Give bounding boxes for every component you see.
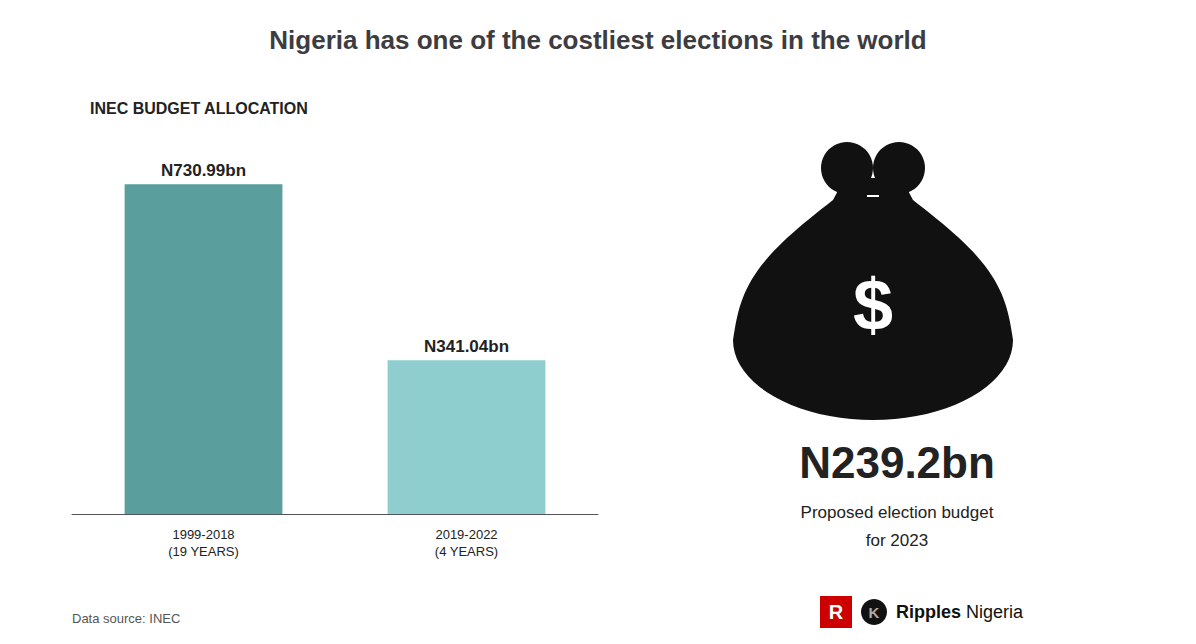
svg-text:INEC BUDGET ALLOCATION: INEC BUDGET ALLOCATION (90, 100, 308, 117)
svg-text:for 2023: for 2023 (866, 531, 928, 550)
svg-text:(19 YEARS): (19 YEARS) (168, 544, 239, 559)
svg-text:Data source: INEC: Data source: INEC (72, 611, 180, 626)
svg-text:Ripples: Ripples (896, 602, 961, 622)
svg-text:N239.2bn: N239.2bn (799, 438, 995, 487)
svg-text:1999-2018: 1999-2018 (172, 527, 234, 542)
svg-text:R: R (829, 601, 844, 623)
svg-text:N341.04bn: N341.04bn (424, 337, 509, 356)
svg-text:(4 YEARS): (4 YEARS) (435, 544, 498, 559)
svg-text:N730.99bn: N730.99bn (161, 161, 246, 180)
svg-text:2019-2022: 2019-2022 (435, 527, 497, 542)
svg-text:Proposed election budget: Proposed election budget (801, 503, 994, 522)
svg-text:Nigeria: Nigeria (966, 602, 1024, 622)
svg-text:K: K (869, 604, 880, 621)
svg-text:Nigeria has one of the costlie: Nigeria has one of the costliest electio… (269, 25, 926, 55)
svg-text:$: $ (853, 265, 893, 345)
